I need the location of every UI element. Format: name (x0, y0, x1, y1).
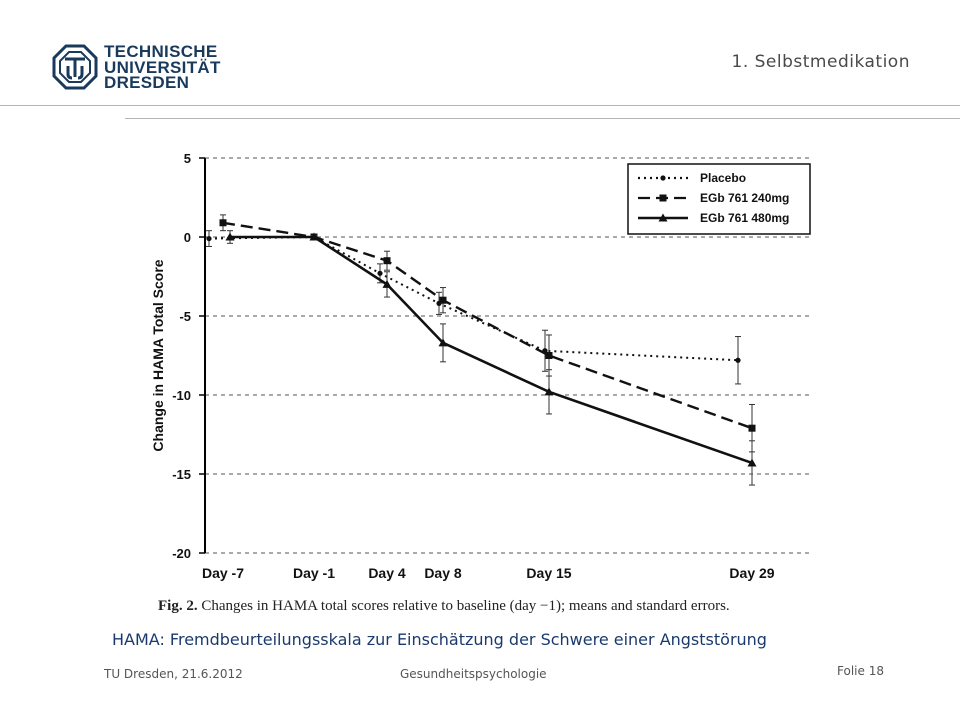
header-divider-secondary (125, 118, 960, 119)
footer-page: Folie 18 (837, 664, 884, 678)
logo-line: UNIVERSITÄT (104, 57, 221, 77)
chart-axes: 5 0 -5 -10 -15 -20 Day -7 Day -1 Day 4 Day 8 Day 1… (150, 151, 775, 581)
x-tick-label: Day 8 (424, 565, 462, 581)
data-point (747, 458, 757, 467)
data-point (438, 338, 448, 347)
data-point (545, 352, 553, 359)
data-point (439, 296, 447, 304)
data-point (735, 357, 741, 363)
footer-course: Gesundheitspsychologie (400, 667, 547, 681)
data-point (658, 213, 668, 222)
footer-page-number: 18 (868, 664, 884, 678)
figure-label: Fig. 2. (158, 598, 198, 614)
tu-emblem-icon (52, 44, 98, 90)
y-tick-label: -20 (172, 546, 191, 561)
series-line (208, 235, 739, 362)
y-tick-label: 5 (184, 151, 191, 166)
y-tick-label: 0 (184, 230, 191, 245)
logo-line: DRESDEN (104, 73, 190, 92)
series-line (222, 221, 753, 430)
chart-series (206, 214, 757, 486)
hama-line-chart: 5 0 -5 -10 -15 -20 Day -7 Day -1 Day 4 Day 8 Day 1… (150, 151, 812, 581)
data-point (659, 194, 667, 202)
data-point (748, 424, 756, 432)
footer-date: TU Dresden, 21.6.2012 (104, 667, 243, 681)
y-tick-label: -5 (179, 309, 191, 324)
y-tick-label: -15 (172, 467, 191, 482)
slide-subtitle: HAMA: Fremdbeurteilungsskala zur Einschä… (112, 630, 767, 649)
x-tick-label: Day 4 (368, 565, 406, 581)
y-tick-label: -10 (172, 388, 191, 403)
legend-label: EGb 761 240mg (700, 191, 789, 205)
figure-caption-text: Changes in HAMA total scores relative to… (201, 598, 730, 614)
x-tick-label: Day 15 (526, 565, 571, 581)
series-egb-761-480mg (225, 230, 757, 486)
data-point (383, 257, 391, 265)
data-point (660, 175, 666, 181)
chart-legend: Placebo EGb 761 240mg EGb 761 480mg (627, 163, 811, 235)
tu-dresden-logo: TECHNISCHE UNIVERSITÄT DRESDEN (52, 43, 220, 94)
header-divider (0, 105, 960, 106)
data-point (206, 235, 212, 242)
x-tick-label: Day -1 (293, 565, 335, 581)
footer-folie-label: Folie (837, 664, 865, 678)
logo-line: TECHNISCHE (104, 42, 218, 61)
series-placebo (206, 230, 741, 385)
data-point (309, 232, 319, 241)
x-tick-label: Day 29 (729, 565, 774, 581)
section-title: 1. Selbstmedikation (731, 52, 910, 72)
data-point (225, 232, 235, 241)
legend-label: EGb 761 480mg (700, 211, 789, 225)
logo-wordmark: TECHNISCHE UNIVERSITÄT DRESDEN (104, 42, 221, 92)
chart-grid (205, 157, 812, 554)
data-point (382, 279, 392, 288)
series-line (230, 235, 753, 465)
y-axis-label: Change in HAMA Total Score (150, 259, 166, 451)
data-point (219, 219, 227, 227)
series-egb-761-240mg (219, 214, 756, 453)
legend-label: Placebo (700, 171, 746, 185)
data-point (377, 270, 383, 276)
figure-caption: Fig. 2. Changes in HAMA total scores rel… (158, 598, 730, 615)
x-tick-label: Day -7 (202, 565, 244, 581)
data-point (544, 387, 554, 396)
